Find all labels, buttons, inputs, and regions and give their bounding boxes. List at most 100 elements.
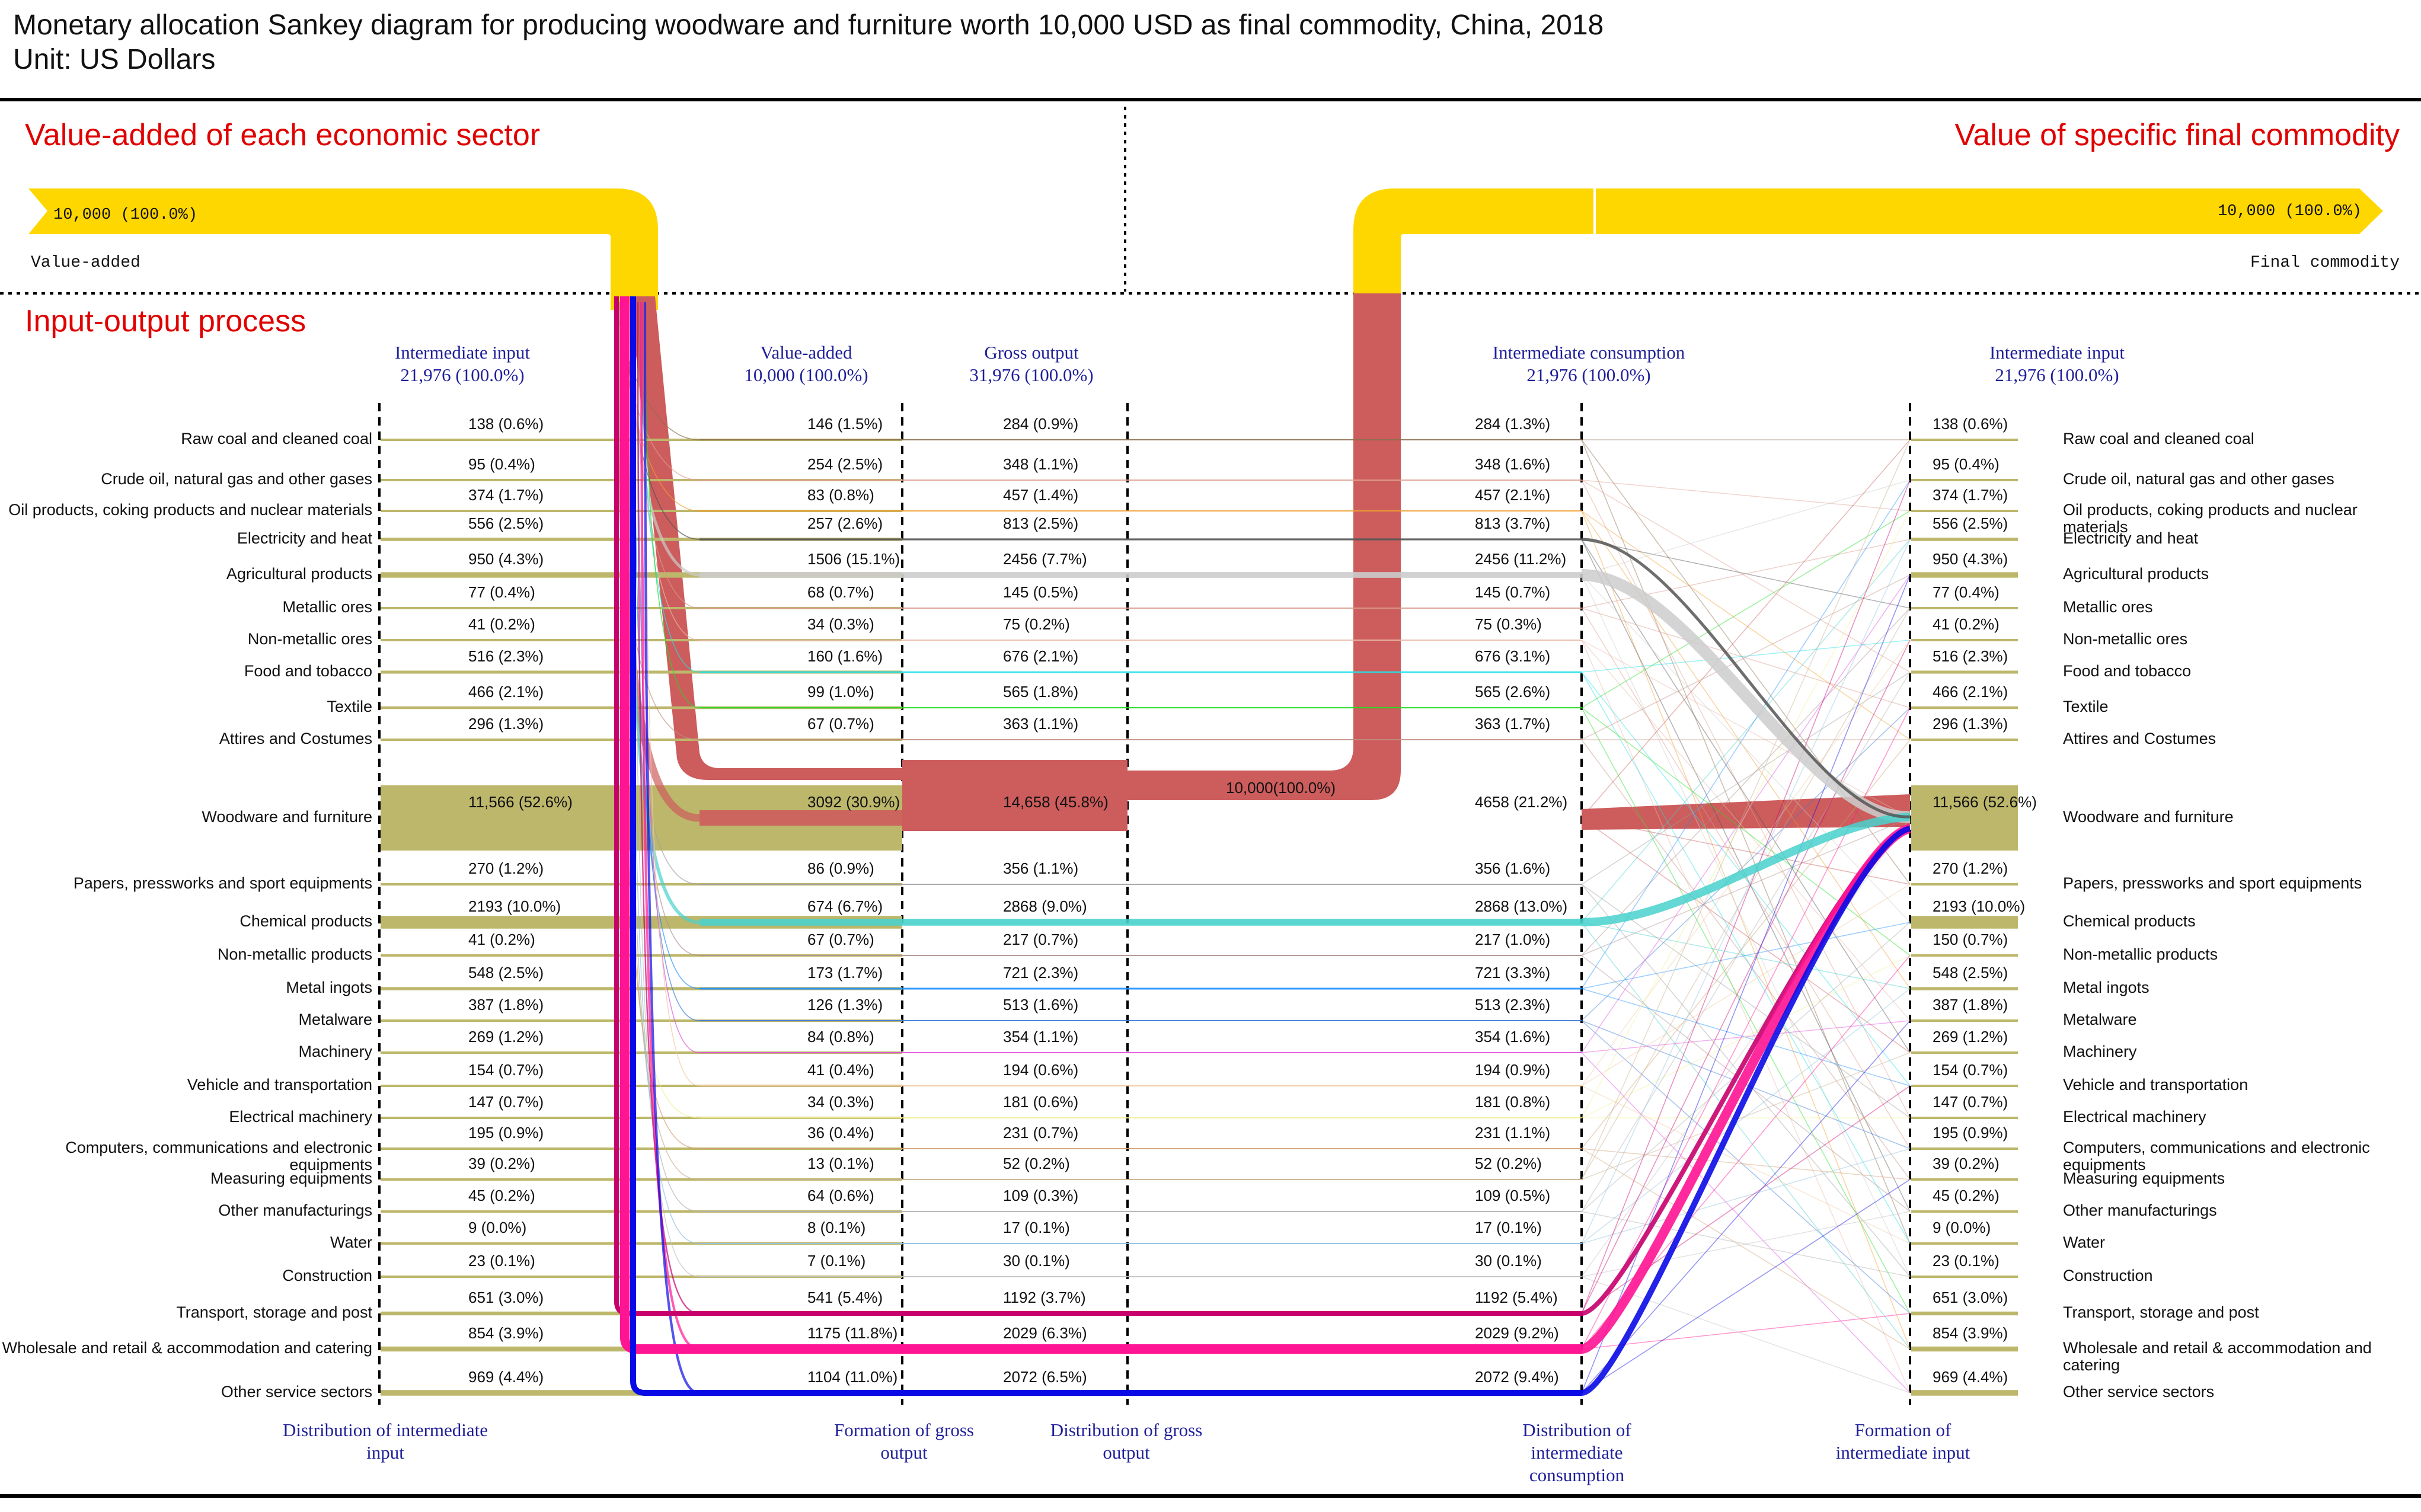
- bottom-label-dist-gross-output: Distribution of gross output: [1050, 1420, 1203, 1463]
- sector-label-right-17: Vehicle and transportation: [2063, 1076, 2248, 1094]
- node-bar-right-4: [1911, 572, 2018, 578]
- cross-flow-18-2: [1581, 955, 1911, 1118]
- ii2-value-8: 466 (2.1%): [1933, 683, 2008, 701]
- ii2-value-25: 854 (3.9%): [1933, 1324, 2008, 1342]
- ic-value-18: 181 (0.8%): [1475, 1093, 1551, 1111]
- col-header-value-added: Value-added 10,000 (100.0%): [744, 342, 868, 385]
- sector-label-right-3: Electricity and heat: [2063, 529, 2199, 547]
- go-value-13: 217 (0.7%): [1003, 931, 1079, 948]
- va-value-24: 541 (5.4%): [807, 1289, 883, 1306]
- node-bar-right-21: [1911, 1210, 2018, 1213]
- ic-value-6: 75 (0.3%): [1475, 615, 1542, 633]
- cross-flow-6-1: [1581, 640, 1911, 1393]
- service-return-26: [1580, 826, 1911, 1396]
- ic-value-23: 30 (0.1%): [1475, 1252, 1542, 1270]
- sector-label-right-19: Computers, communications and electronic…: [2063, 1139, 2370, 1174]
- node-bar-right-20: [1911, 1178, 2018, 1181]
- node-bar-right-26: [1911, 1390, 2018, 1396]
- center-flow-value: 10,000(100.0%): [1226, 779, 1336, 797]
- sector-label-left-6: Non-metallic ores: [247, 630, 372, 648]
- node-bar-right-5: [1911, 607, 2018, 609]
- go-value-18: 181 (0.6%): [1003, 1093, 1079, 1111]
- sector-label-left-8: Textile: [327, 698, 372, 715]
- ic-value-2: 457 (2.1%): [1475, 486, 1551, 504]
- node-bar-right-25: [1911, 1346, 2018, 1352]
- sector-label-left-5: Metallic ores: [282, 598, 372, 616]
- cross-flow-8-0: [1581, 510, 1911, 708]
- sector-label-right-10: Woodware and furniture: [2063, 808, 2234, 826]
- cross-flow-15-0: [1581, 1020, 1911, 1314]
- node-bar-right-15: [1911, 1019, 2018, 1022]
- ic-value-11: 356 (1.6%): [1475, 859, 1551, 877]
- cross-flow-20-2: [1581, 439, 1911, 1180]
- ic-value-10: 4658 (21.2%): [1475, 793, 1568, 811]
- va-feed-7: [641, 302, 700, 673]
- cross-flow-17-1: [1581, 1085, 1911, 1244]
- ii-value-20: 39 (0.2%): [468, 1155, 535, 1172]
- sector-label-right-15: Metalware: [2063, 1011, 2137, 1028]
- go-value-16: 354 (1.1%): [1003, 1028, 1079, 1046]
- va-value-2: 83 (0.8%): [807, 486, 874, 504]
- cross-flow-26-1: [1581, 574, 1911, 1393]
- va-value-21: 64 (0.6%): [807, 1187, 874, 1204]
- cross-flow-1-1: [1581, 480, 1911, 1118]
- va-value-22: 8 (0.1%): [807, 1219, 866, 1236]
- cross-flow-19-1: [1581, 739, 1911, 1149]
- ii2-value-24: 651 (3.0%): [1933, 1289, 2008, 1306]
- cross-flow-2-1: [1581, 510, 1911, 1350]
- va-value-11: 86 (0.9%): [807, 859, 874, 877]
- ic-value-19: 231 (1.1%): [1475, 1124, 1551, 1142]
- sector-label-left-24: Transport, storage and post: [176, 1303, 372, 1321]
- ii-value-25: 854 (3.9%): [468, 1324, 544, 1342]
- sector-label-left-14: Metal ingots: [286, 979, 372, 996]
- cross-flow-16-1: [1581, 1020, 1911, 1053]
- cross-flow-24-2: [1581, 480, 1911, 1314]
- go-value-15: 513 (1.6%): [1003, 996, 1079, 1014]
- cross-flow-18-1: [1581, 510, 1911, 1118]
- cross-flow-17-0: [1581, 884, 1911, 1086]
- cross-flow-20-0: [1581, 608, 1911, 1180]
- cross-flow-14-0: [1581, 988, 1911, 1086]
- va-value-25: 1175 (11.8%): [807, 1324, 898, 1342]
- sector-label-left-19: Computers, communications and electronic…: [65, 1139, 372, 1174]
- ii2-value-7: 516 (2.3%): [1933, 647, 2008, 665]
- sector-label-left-10: Woodware and furniture: [202, 808, 372, 826]
- cross-flow-17-2: [1581, 640, 1911, 1086]
- ii-value-1: 95 (0.4%): [468, 455, 535, 473]
- value-added-band-top: [28, 188, 658, 293]
- ic-value-0: 284 (1.3%): [1475, 415, 1551, 433]
- cross-flow-23-0: [1581, 1276, 1911, 1393]
- ii-value-8: 466 (2.1%): [468, 683, 544, 701]
- go-value-2: 457 (1.4%): [1003, 486, 1079, 504]
- sector-label-left-4: Agricultural products: [226, 565, 372, 583]
- va-value-3: 257 (2.6%): [807, 514, 883, 532]
- sector-label-right-9: Attires and Costumes: [2063, 730, 2216, 747]
- ii-value-13: 41 (0.2%): [468, 931, 535, 948]
- sector-label-right-7: Food and tobacco: [2063, 662, 2192, 680]
- va-value-9: 67 (0.7%): [807, 715, 874, 733]
- go-value-19: 231 (0.7%): [1003, 1124, 1079, 1142]
- ii2-value-17: 154 (0.7%): [1933, 1061, 2008, 1079]
- ii2-value-10: 11,566 (52.6%): [1933, 793, 2037, 811]
- go-value-9: 363 (1.1%): [1003, 715, 1079, 733]
- cross-flow-9-1: [1581, 739, 1911, 1180]
- ii2-value-14: 548 (2.5%): [1933, 964, 2008, 982]
- cross-flow-1-2: [1581, 480, 1911, 512]
- ic-value-25: 2029 (9.2%): [1475, 1324, 1559, 1342]
- sector-label-right-4: Agricultural products: [2063, 565, 2209, 583]
- go-value-21: 109 (0.3%): [1003, 1187, 1079, 1204]
- ii-value-26: 969 (4.4%): [468, 1368, 544, 1386]
- node-bar-right-3: [1911, 538, 2018, 541]
- sector-label-left-26: Other service sectors: [221, 1383, 372, 1401]
- go-value-20: 52 (0.2%): [1003, 1155, 1070, 1172]
- ii2-value-19: 195 (0.9%): [1933, 1124, 2008, 1142]
- node-bar-right-6: [1911, 639, 2018, 641]
- go-value-3: 813 (2.5%): [1003, 514, 1079, 532]
- va-value-8: 99 (1.0%): [807, 683, 874, 701]
- final-commodity-section-title: Value of specific final commodity: [1954, 118, 2400, 152]
- top-left-label: Value-added: [31, 254, 140, 272]
- va-value-20: 13 (0.1%): [807, 1155, 874, 1172]
- ii2-value-21: 45 (0.2%): [1933, 1187, 2000, 1204]
- sector-label-right-20: Measuring equipments: [2063, 1169, 2225, 1187]
